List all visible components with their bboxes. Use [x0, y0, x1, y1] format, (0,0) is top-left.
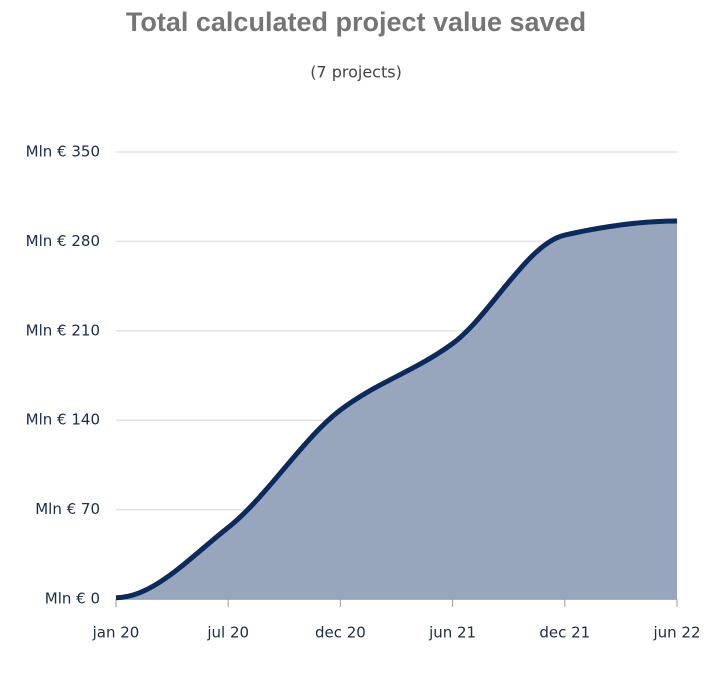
y-tick-label: Mln € 70: [35, 500, 100, 518]
x-tick-label: jul 20: [206, 624, 249, 642]
x-tick-label: dec 21: [539, 624, 590, 642]
chart-subtitle: (7 projects): [310, 63, 402, 82]
y-tick-label: Mln € 350: [26, 143, 100, 161]
y-tick-label: Mln € 140: [26, 411, 100, 429]
y-tick-label: Mln € 210: [26, 321, 100, 339]
x-tick-label: jun 22: [652, 624, 700, 642]
y-tick-label: Mln € 0: [45, 590, 100, 608]
x-tick-label: dec 20: [315, 624, 366, 642]
area: [116, 220, 677, 600]
chart-title: Total calculated project value saved: [126, 7, 586, 37]
x-tick-label: jan 20: [92, 624, 140, 642]
line: [115, 218, 678, 601]
y-tick-label: Mln € 280: [26, 232, 100, 250]
x-tick-label: jun 21: [428, 624, 476, 642]
